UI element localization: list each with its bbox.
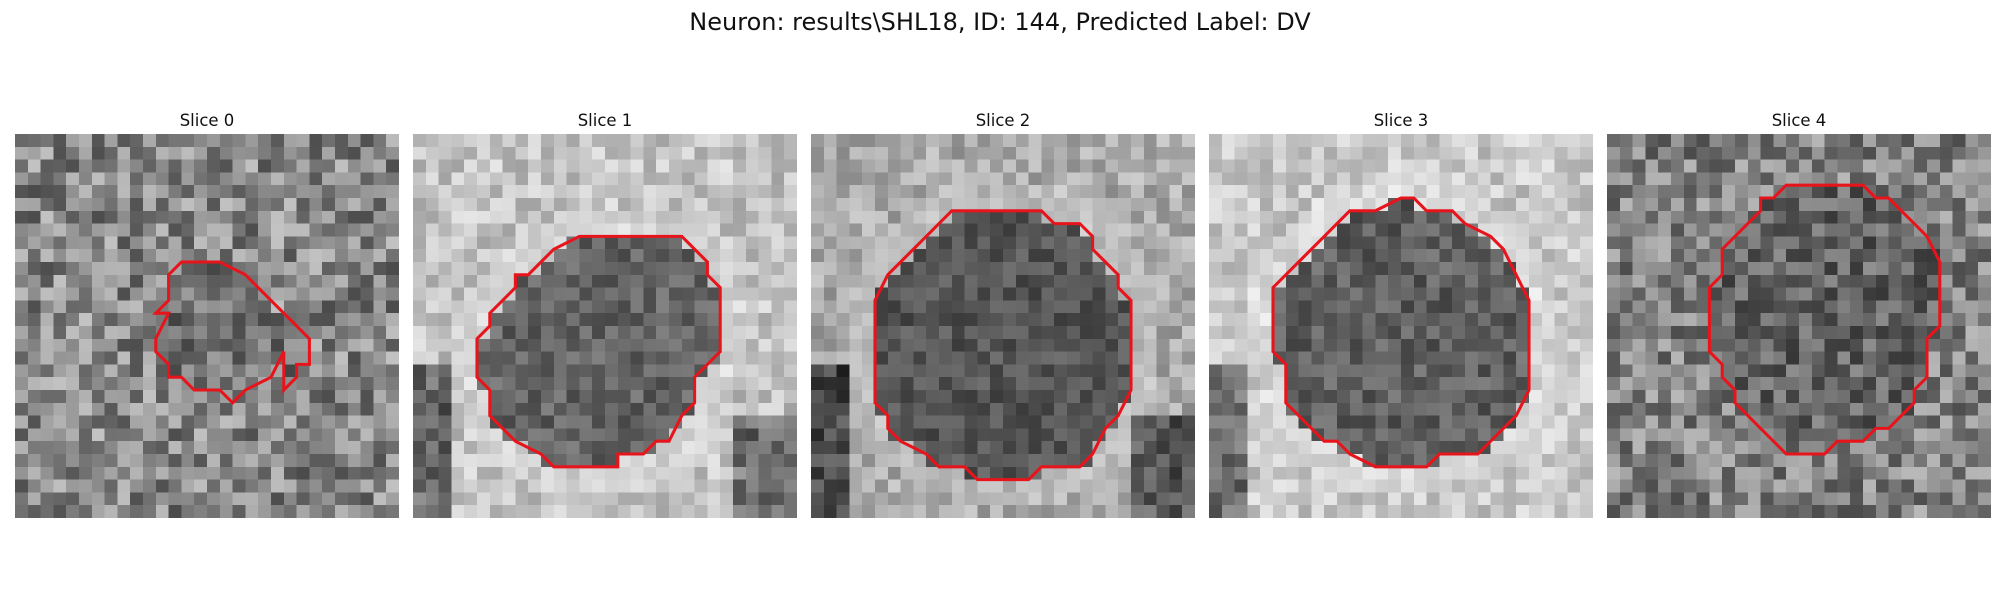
panel-slice-1: Slice 1 [413,108,797,518]
slice-image [811,134,1195,518]
panel-slice-4: Slice 4 [1607,108,1991,518]
panel-title: Slice 0 [179,111,235,130]
slice-image [1209,134,1593,518]
neuron-contour [1707,183,1942,456]
neuron-contour [475,234,722,469]
figure-title: Neuron: results\SHL18, ID: 144, Predicte… [689,8,1311,36]
panel-title: Slice 4 [1771,111,1827,130]
panel-title: Slice 3 [1373,111,1429,130]
panel-slice-3: Slice 3 [1209,108,1593,518]
panel-slice-0: Slice 0 [15,108,399,518]
neuron-contour [873,209,1133,482]
neuron-contour [152,260,311,405]
panel-title: Slice 1 [577,111,633,130]
slice-image [1607,134,1991,518]
panel-slice-2: Slice 2 [811,108,1195,518]
neuron-contour [1271,196,1531,469]
slice-image [413,134,797,518]
slice-image [15,134,399,518]
panel-title: Slice 2 [975,111,1031,130]
